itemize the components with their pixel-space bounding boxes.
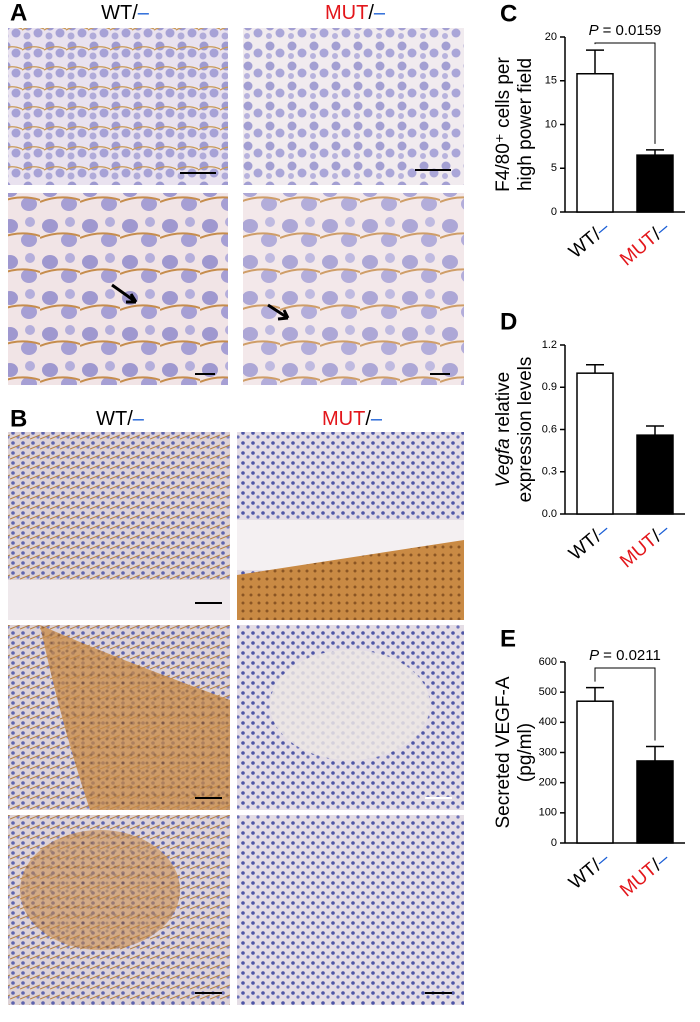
panel-label: B <box>10 405 27 432</box>
x-tick-label: WT/– <box>565 848 614 894</box>
y-axis-label: Secreted VEGF-A(pg/ml) <box>493 676 536 828</box>
x-tick-label: MUT/– <box>616 848 673 901</box>
y-tick-label: 0.3 <box>542 466 557 478</box>
y-tick-label: 5 <box>551 162 557 174</box>
error-bar <box>646 425 664 436</box>
y-axis-label-italic: Vegfa <box>493 438 514 487</box>
y-tick-label: 600 <box>539 656 557 668</box>
micrographs-b <box>8 432 464 1005</box>
y-tick-label: 20 <box>545 31 557 43</box>
y-axis-label: F4/80⁺ cells perhigh power field <box>493 57 536 192</box>
bar <box>636 760 674 844</box>
y-tick-label: 100 <box>539 807 557 819</box>
annotation-value: = 0.0211 <box>603 647 661 664</box>
y-tick-label: 300 <box>539 746 557 758</box>
y-axis-label-line: high power field <box>515 58 536 191</box>
y-tick-label: 15 <box>545 75 557 87</box>
y-tick-label: 0 <box>551 206 557 218</box>
y-tick-label: 400 <box>539 716 557 728</box>
annotation-symbol: P <box>589 22 599 39</box>
x-tick-label: WT/– <box>565 217 614 263</box>
annotation-symbol: P <box>589 647 599 664</box>
y-axis-label-line: Secreted VEGF-A <box>493 676 514 828</box>
bar <box>576 73 614 213</box>
error-bar <box>586 686 604 702</box>
y-axis-label-line: F4/80⁺ cells per <box>493 57 514 192</box>
x-tick-label: MUT/– <box>616 519 673 572</box>
y-axis-label-line: Vegfa relative <box>493 372 514 487</box>
image-label: MUT/– <box>325 2 386 24</box>
micrographs-a <box>8 28 464 385</box>
image-label: MUT/– <box>322 408 383 430</box>
error-bar <box>646 745 664 761</box>
y-axis-label-line: expression levels <box>515 357 536 503</box>
image-label: WT/– <box>96 408 145 430</box>
panel-label: A <box>10 0 27 26</box>
y-tick-label: 1.2 <box>542 339 557 351</box>
y-tick-label: 500 <box>539 686 557 698</box>
bar <box>576 700 614 844</box>
y-axis-label-line: relative <box>493 372 514 439</box>
y-tick-label: 10 <box>545 118 557 130</box>
y-axis-label: Vegfa relativeexpression levels <box>493 357 536 503</box>
annotation: P = 0.0211 <box>589 647 661 664</box>
error-bar <box>586 49 604 74</box>
annotation: P = 0.0159 <box>589 22 662 39</box>
significance-bracket <box>594 42 656 144</box>
y-tick-label: 0 <box>551 837 557 849</box>
annotation-value: = 0.0159 <box>603 22 662 39</box>
bar <box>636 154 674 213</box>
y-tick-label: 0.0 <box>542 508 557 520</box>
x-tick-label: MUT/– <box>616 217 673 270</box>
y-tick-label: 200 <box>539 777 557 789</box>
image-label: WT/– <box>101 2 150 24</box>
error-bar <box>586 363 604 374</box>
x-tick-label: WT/– <box>565 519 614 565</box>
y-tick-label: 0.9 <box>542 381 557 393</box>
error-bar <box>646 149 664 156</box>
y-axis-label-line: (pg/ml) <box>515 723 536 782</box>
y-tick-label: 0.6 <box>542 423 557 435</box>
panel-label: E <box>500 625 516 652</box>
panel-label: D <box>500 308 517 335</box>
significance-bracket <box>594 667 656 741</box>
bar <box>636 434 674 515</box>
bar <box>576 372 614 515</box>
panel-label: C <box>500 0 517 27</box>
